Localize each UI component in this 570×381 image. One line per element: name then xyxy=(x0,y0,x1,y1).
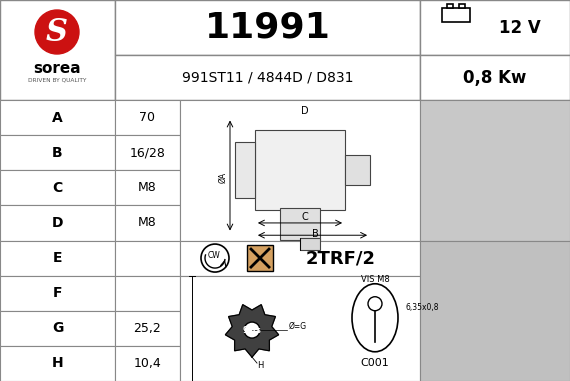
Bar xyxy=(0,311,115,346)
Text: B: B xyxy=(312,229,319,239)
Bar xyxy=(420,0,570,55)
Bar xyxy=(459,4,465,8)
Text: 6,35x0,8: 6,35x0,8 xyxy=(405,303,438,312)
Text: sorea: sorea xyxy=(33,61,81,75)
Bar xyxy=(345,155,370,185)
Text: H: H xyxy=(257,360,263,370)
Text: DRIVEN BY QUALITY: DRIVEN BY QUALITY xyxy=(28,77,86,83)
Text: ØA: ØA xyxy=(218,172,227,183)
Text: 11991: 11991 xyxy=(205,11,331,45)
Circle shape xyxy=(244,322,260,338)
Text: G: G xyxy=(52,321,63,335)
Text: Ø=G: Ø=G xyxy=(289,322,307,331)
Text: 70: 70 xyxy=(140,111,156,124)
Bar xyxy=(115,205,180,240)
Bar xyxy=(0,170,115,205)
Text: 10,4: 10,4 xyxy=(133,357,161,370)
Ellipse shape xyxy=(352,284,398,352)
Bar xyxy=(115,346,180,381)
Bar xyxy=(447,4,453,8)
Bar xyxy=(0,0,115,100)
Text: C001: C001 xyxy=(361,359,389,368)
Circle shape xyxy=(201,244,229,272)
Bar xyxy=(115,135,180,170)
Bar xyxy=(0,346,115,381)
Text: C: C xyxy=(52,181,63,195)
Text: 16/28: 16/28 xyxy=(129,146,165,159)
Text: 2TRF/2: 2TRF/2 xyxy=(306,249,376,267)
Bar xyxy=(115,0,420,55)
Bar xyxy=(180,275,420,381)
Text: 9dts: 9dts xyxy=(243,326,262,335)
Bar xyxy=(247,245,273,271)
Bar xyxy=(420,55,570,100)
Bar xyxy=(115,311,180,346)
Text: D: D xyxy=(52,216,63,230)
Polygon shape xyxy=(225,305,279,357)
Bar xyxy=(115,55,420,100)
Text: S: S xyxy=(46,16,68,48)
Bar xyxy=(0,135,115,170)
Bar xyxy=(115,170,180,205)
Bar xyxy=(280,208,320,240)
Text: A: A xyxy=(52,110,63,125)
Text: B: B xyxy=(52,146,63,160)
Bar xyxy=(442,8,470,22)
Bar xyxy=(180,240,420,275)
Text: 0,8 Kw: 0,8 Kw xyxy=(463,69,527,86)
Text: M8: M8 xyxy=(138,181,157,194)
Text: C: C xyxy=(302,212,308,223)
Text: 991ST11 / 4844D / D831: 991ST11 / 4844D / D831 xyxy=(182,70,353,85)
Bar xyxy=(180,100,420,240)
Bar xyxy=(115,240,180,275)
Text: 25,2: 25,2 xyxy=(133,322,161,335)
Bar xyxy=(300,238,320,250)
Text: F: F xyxy=(53,286,62,300)
Bar xyxy=(0,205,115,240)
Text: CW: CW xyxy=(207,251,221,259)
Bar xyxy=(115,100,180,135)
Circle shape xyxy=(35,10,79,54)
Text: D: D xyxy=(301,106,309,115)
Bar xyxy=(235,142,255,198)
Text: M8: M8 xyxy=(138,216,157,229)
Circle shape xyxy=(368,297,382,311)
Bar xyxy=(0,275,115,311)
Text: E: E xyxy=(53,251,62,265)
Text: 12 V: 12 V xyxy=(499,19,541,37)
Bar xyxy=(0,100,115,135)
Bar xyxy=(0,240,115,275)
Text: VIS M8: VIS M8 xyxy=(361,275,389,284)
Bar xyxy=(420,100,570,240)
Bar xyxy=(420,240,570,381)
Bar xyxy=(115,275,180,311)
Text: H: H xyxy=(52,357,63,370)
Bar xyxy=(255,130,345,210)
